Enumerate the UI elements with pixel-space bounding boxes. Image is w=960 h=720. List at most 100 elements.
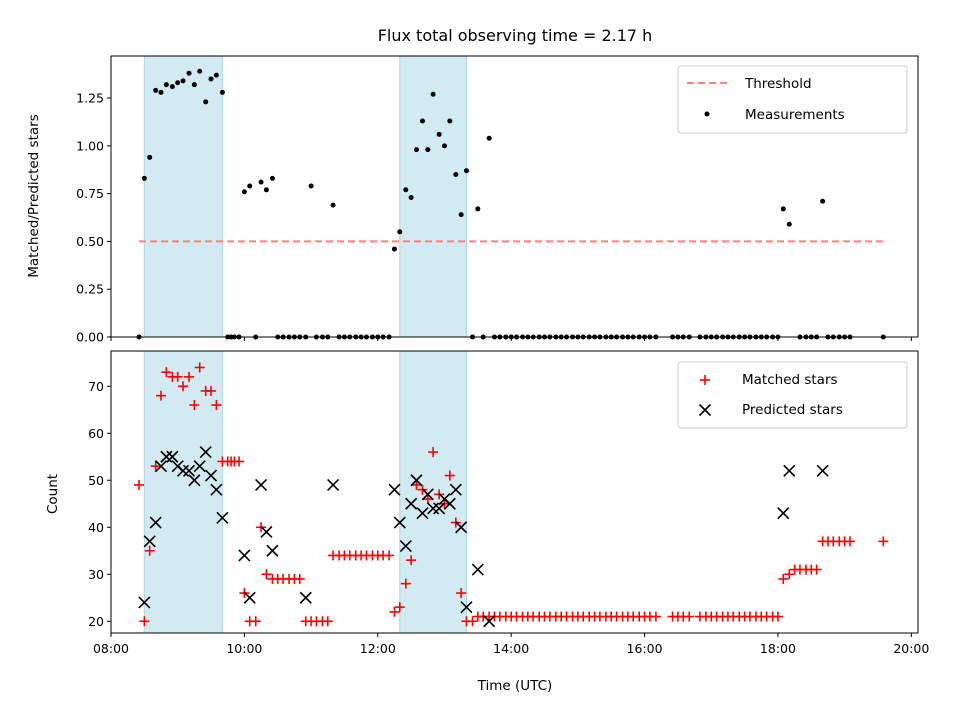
legend-predicted-label: Predicted stars	[742, 402, 843, 418]
axes-frame	[110, 55, 919, 338]
data-point	[219, 89, 225, 95]
cross-b	[199, 445, 212, 459]
data-point	[182, 464, 196, 477]
data-point	[460, 601, 473, 614]
data-point	[772, 611, 783, 622]
cross-b	[266, 544, 279, 557]
data-point	[405, 497, 418, 510]
data-point	[238, 549, 251, 562]
cross-b	[188, 474, 201, 487]
data-point	[204, 469, 218, 482]
legend-predicted-swatch	[698, 403, 712, 417]
data-point	[263, 187, 269, 193]
data-point	[425, 147, 431, 153]
data-point	[197, 68, 203, 74]
data-point	[684, 611, 695, 622]
data-point	[413, 147, 419, 153]
data-point	[444, 470, 455, 481]
cross-b	[443, 497, 456, 510]
data-point	[149, 516, 162, 529]
data-point	[400, 578, 411, 589]
data-point	[816, 464, 829, 477]
y-tick-label: 1.00	[76, 138, 104, 153]
data-point	[475, 206, 481, 212]
data-point	[777, 507, 790, 520]
data-point	[299, 591, 312, 604]
y-tick-label: 20	[88, 614, 104, 629]
bottom-panel: 20 30 40 50 60 70 08:00 10:00 12:00 14:00 16:00 18:…	[45, 350, 929, 694]
x-tick-label: 10:00	[226, 641, 262, 656]
data-point	[216, 511, 229, 524]
cross-b	[449, 483, 462, 496]
data-point	[391, 246, 397, 252]
data-point	[453, 172, 459, 178]
data-point	[422, 494, 433, 505]
legend-measurements-label: Measurements	[745, 107, 845, 123]
bottom-legend: Matched stars Predicted stars	[677, 361, 908, 429]
data-point	[261, 569, 272, 580]
cross-b	[777, 507, 790, 520]
data-point	[178, 381, 189, 392]
data-point	[158, 89, 164, 95]
cross-b	[160, 450, 173, 463]
legend-threshold-label: Threshold	[744, 76, 812, 92]
data-point	[449, 483, 462, 496]
cross-b	[388, 483, 401, 496]
shaded-span	[143, 55, 223, 338]
data-point	[254, 478, 268, 492]
data-point	[213, 72, 219, 78]
data-point	[471, 563, 484, 576]
y-tick-label: 0.25	[76, 282, 104, 297]
legend-matched-swatch	[700, 375, 710, 385]
top-legend: Threshold Measurements	[677, 65, 908, 134]
cross-b	[238, 549, 251, 562]
data-point	[269, 175, 275, 181]
cross-b	[399, 539, 412, 553]
data-point	[433, 502, 446, 515]
data-point	[455, 521, 468, 534]
data-point	[194, 362, 205, 373]
cross-b	[393, 516, 406, 529]
data-point	[147, 154, 153, 160]
data-point	[138, 596, 151, 609]
data-point	[234, 456, 245, 467]
y-tick-label: 0.50	[76, 234, 104, 249]
legend-measurements-swatch	[704, 111, 710, 117]
data-point	[144, 545, 155, 556]
data-point	[258, 179, 264, 185]
y-tick-label: 60	[88, 426, 104, 441]
cross-b	[193, 460, 206, 473]
legend-plus-marker	[700, 375, 710, 385]
data-point	[211, 400, 222, 411]
cross-b	[783, 464, 796, 477]
bottom-y-axis-label: Count	[45, 474, 61, 514]
data-point	[243, 591, 256, 604]
data-point	[408, 194, 414, 200]
cross-b	[483, 615, 496, 628]
data-point	[458, 212, 464, 218]
data-point	[428, 447, 439, 458]
data-point	[266, 544, 279, 557]
data-point	[208, 76, 214, 82]
data-point	[410, 474, 423, 487]
data-point	[388, 483, 401, 496]
cross-b	[698, 403, 712, 417]
y-tick-label: 50	[88, 473, 104, 488]
cross-b	[182, 464, 196, 477]
cross-b	[327, 478, 340, 492]
data-point	[175, 80, 181, 86]
data-point	[294, 573, 305, 584]
data-point	[203, 99, 209, 105]
data-point	[416, 507, 429, 520]
data-point	[483, 615, 496, 628]
data-point	[403, 187, 409, 193]
x-tick-label: 18:00	[760, 641, 796, 656]
data-point	[427, 502, 440, 515]
data-point	[421, 488, 434, 501]
data-point	[172, 371, 183, 382]
data-point	[443, 497, 456, 510]
cross-b	[460, 601, 473, 614]
data-point	[411, 479, 422, 490]
x-axis-label: Time (UTC)	[477, 678, 553, 694]
